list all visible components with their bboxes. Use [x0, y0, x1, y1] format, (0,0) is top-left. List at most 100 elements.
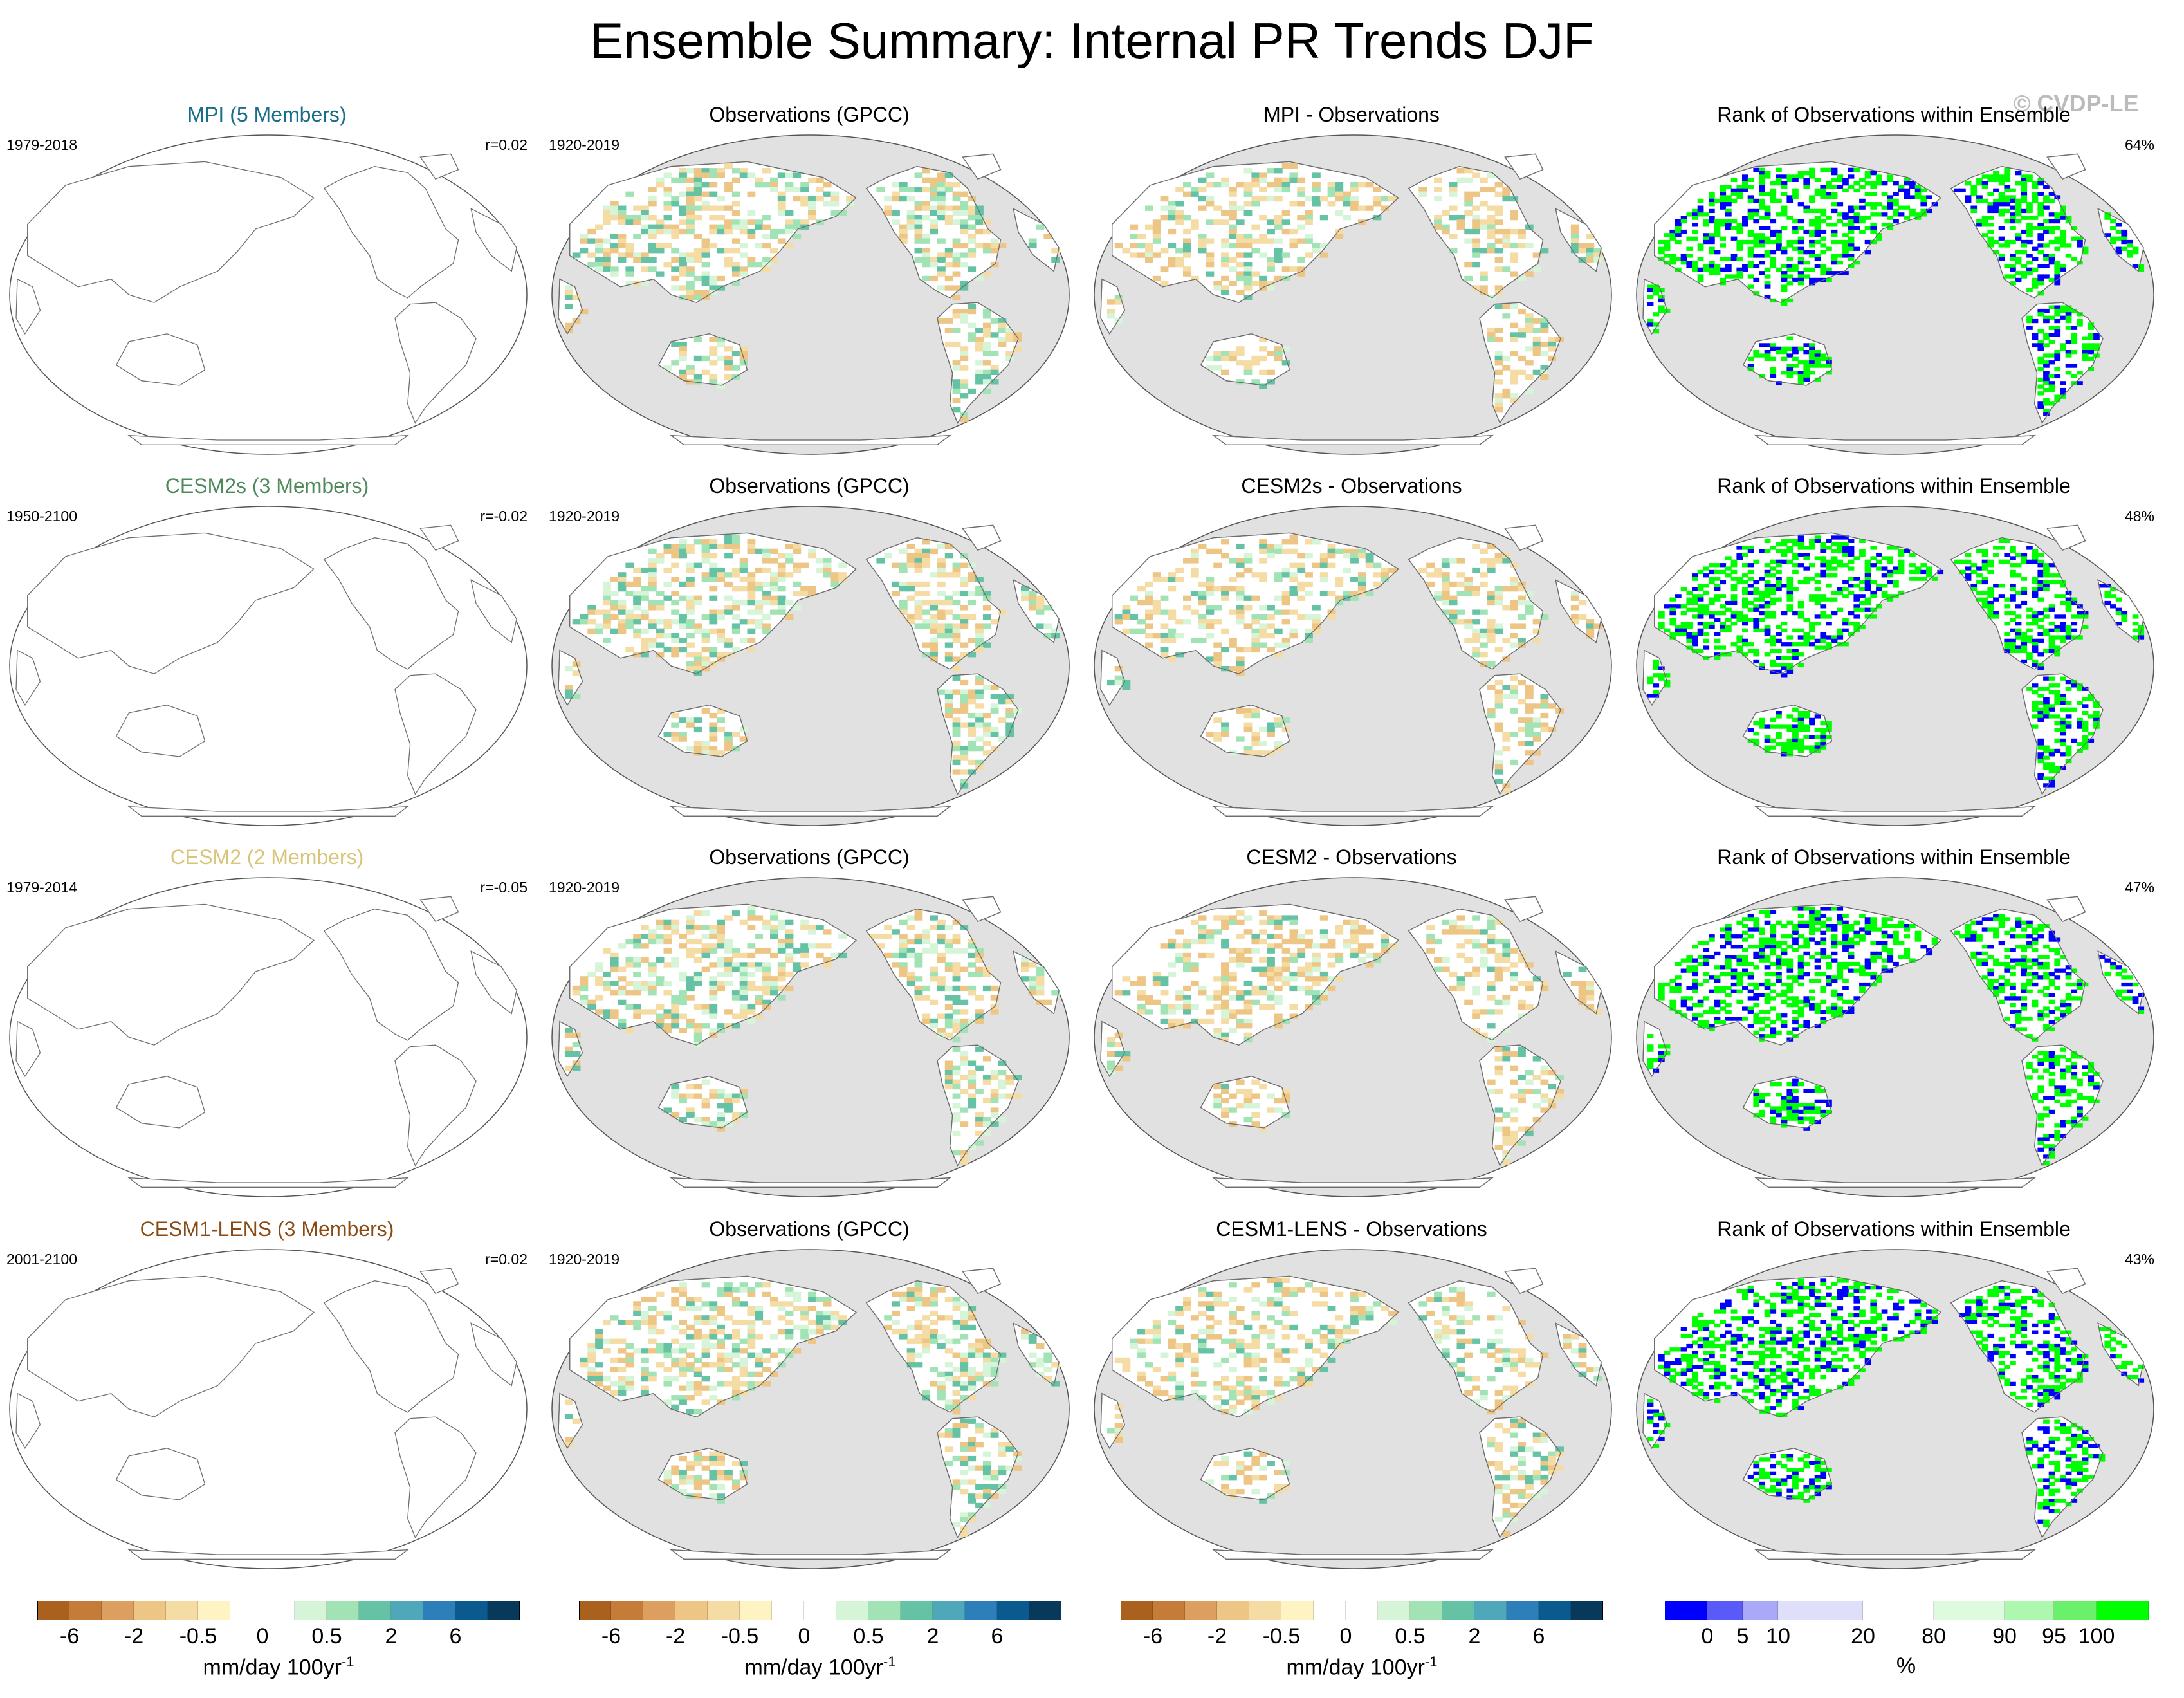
field-cell — [1441, 595, 1450, 601]
field-cell — [1909, 185, 1916, 189]
field-cell — [930, 943, 938, 949]
field-cell — [1720, 563, 1727, 568]
panel-title: MPI (5 Members) — [187, 103, 347, 126]
field-cell — [1998, 236, 2005, 241]
field-cell — [2054, 239, 2061, 245]
field-cell — [952, 732, 961, 737]
field-cell — [679, 595, 687, 601]
field-cell — [968, 952, 977, 959]
field-cell — [1697, 584, 1704, 588]
field-cell — [686, 981, 695, 986]
field-cell — [1747, 246, 1754, 251]
field-cell — [709, 614, 718, 620]
asia-outline — [569, 161, 857, 303]
field-cell — [1742, 590, 1748, 595]
field-cell — [1297, 187, 1306, 192]
field-cell — [906, 224, 915, 230]
field-cell — [1814, 229, 1821, 234]
field-cell — [686, 168, 695, 174]
field-cell — [1251, 572, 1260, 578]
field-cell — [982, 328, 991, 333]
field-cell — [1820, 212, 1827, 217]
field-cell — [1487, 332, 1496, 338]
field-cell — [564, 295, 573, 300]
field-cell — [1168, 257, 1177, 263]
field-cell — [914, 172, 923, 178]
field-cell — [1502, 196, 1511, 202]
field-cell — [1797, 728, 1804, 732]
field-cell — [1274, 544, 1283, 549]
field-cell — [1914, 192, 1922, 196]
field-cell — [1920, 195, 1927, 199]
field-cell — [1970, 563, 1978, 568]
field-cell — [1281, 717, 1290, 723]
field-cell — [2037, 717, 2044, 722]
field-cell — [1786, 587, 1794, 591]
field-cell — [2043, 377, 2050, 382]
field-cell — [2010, 611, 2016, 616]
field-cell — [686, 365, 695, 371]
field-cell — [868, 934, 877, 939]
field-cell — [1753, 277, 1760, 282]
field-cell — [625, 1028, 634, 1033]
field-cell — [686, 642, 695, 648]
field-cell — [595, 1009, 603, 1015]
field-cell — [2082, 738, 2089, 743]
field-cell — [1781, 745, 1788, 750]
field-cell — [1764, 738, 1771, 743]
field-cell — [1221, 355, 1229, 362]
field-cell — [1814, 192, 1821, 196]
field-cell — [1274, 652, 1283, 658]
field-cell — [960, 769, 969, 775]
field-cell — [1837, 254, 1844, 258]
field-cell — [724, 346, 733, 352]
field-cell — [1803, 638, 1810, 643]
field-cell — [937, 952, 946, 959]
field-cell — [1770, 367, 1777, 372]
field-cell — [1725, 208, 1732, 214]
field-cell — [1259, 558, 1267, 564]
field-cell — [648, 966, 657, 972]
field-cell — [1747, 728, 1754, 732]
field-cell — [1920, 208, 1927, 214]
field-cell — [1864, 566, 1871, 571]
field-cell — [975, 689, 984, 695]
field-cell — [641, 652, 649, 658]
field-cell — [1781, 205, 1788, 210]
field-cell — [610, 614, 619, 620]
field-cell — [1540, 322, 1549, 328]
field-cell — [1441, 929, 1450, 935]
field-cell — [717, 228, 725, 235]
field-cell — [1221, 915, 1229, 921]
field-cell — [1781, 553, 1788, 557]
field-cell — [1909, 569, 1916, 575]
field-cell — [1781, 274, 1788, 279]
field-cell — [990, 685, 999, 690]
field-cell — [770, 952, 778, 959]
field-cell — [914, 962, 923, 968]
field-cell — [1803, 360, 1810, 365]
field-cell — [1920, 188, 1927, 192]
diff-field — [1106, 534, 1602, 793]
field-cell — [1114, 679, 1123, 686]
field-cell — [1792, 195, 1799, 199]
field-cell — [1904, 181, 1911, 186]
field-cell — [731, 168, 740, 174]
field-cell — [2054, 216, 2061, 220]
field-cell — [2004, 274, 2011, 279]
field-cell — [770, 915, 778, 921]
field-cell — [1168, 609, 1177, 615]
field-cell — [1160, 248, 1169, 254]
field-cell — [2037, 584, 2044, 588]
field-cell — [618, 243, 627, 249]
field-cell — [603, 219, 611, 225]
field-cell — [1837, 239, 1844, 245]
field-cell — [693, 717, 702, 723]
field-cell — [663, 623, 672, 629]
field-cell — [1725, 257, 1732, 261]
field-cell — [663, 1107, 672, 1113]
field-cell — [1494, 379, 1503, 385]
field-cell — [1487, 600, 1496, 606]
field-cell — [960, 985, 969, 992]
field-cell — [892, 196, 900, 202]
